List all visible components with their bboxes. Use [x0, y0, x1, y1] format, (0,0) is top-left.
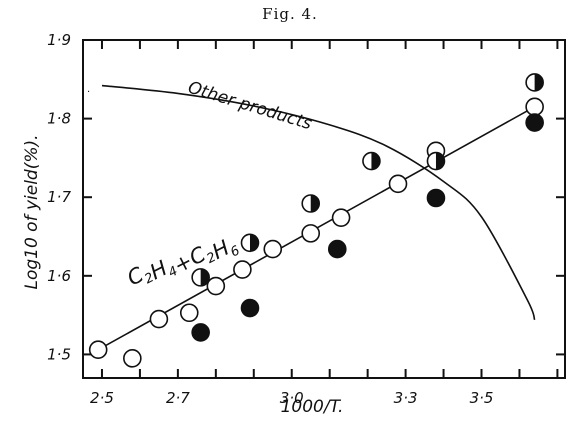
half-point-2 [301, 194, 321, 213]
filled-point-0 [191, 323, 210, 342]
half-point-0 [191, 268, 210, 287]
x-tick-label-2: 3·0 [280, 389, 304, 407]
x-tick-label-3: 3·3 [394, 389, 418, 407]
x-tick-label-0: 2·5 [90, 389, 114, 407]
fit-lines [97, 84, 536, 351]
axis-tick-labels: 2·5 2·7 3·0 3·3 3·5 1·5 1·6 1·7 1·8 1·9 [47, 31, 493, 407]
half-point-3 [362, 151, 381, 171]
filled-point-3 [426, 188, 446, 208]
other-products-label: Other products [186, 78, 315, 135]
open-point-0 [88, 340, 108, 360]
open-point-11 [525, 97, 544, 117]
half-point-5 [525, 73, 544, 92]
plot-frame [82, 39, 566, 379]
half-point-1 [240, 233, 260, 253]
open-point-5 [233, 260, 252, 279]
open-point-7 [301, 224, 321, 243]
open-point-3 [179, 303, 199, 323]
open-point-6 [263, 239, 283, 259]
y-tick-label-3: 1·8 [47, 110, 71, 128]
x-tick-label-4: 3·5 [470, 389, 494, 407]
other-products-curve [101, 84, 536, 321]
y-tick-label-4: 1·9 [47, 31, 71, 49]
y-tick-label-1: 1·6 [47, 267, 71, 285]
y-tick-label-2: 1·7 [47, 188, 71, 206]
open-point-1 [123, 349, 142, 368]
half-point-4 [426, 151, 446, 171]
figure-title: Fig. 4. [262, 5, 318, 23]
open-point-4 [206, 276, 226, 296]
x-tick-label-1: 2·7 [166, 389, 190, 407]
ethylene-ethane-label: C2H4+C2H6 [123, 218, 242, 307]
stray-dot: · [87, 87, 90, 98]
filled-point-1 [240, 298, 260, 318]
y-axis-label: Log10 of yield(%). [22, 134, 42, 289]
y-tick-label-0: 1·5 [47, 345, 71, 363]
open-point-2 [149, 309, 169, 329]
axis-ticks [83, 39, 565, 378]
filled-point-2 [327, 239, 347, 259]
open-point-8 [331, 208, 351, 227]
data-points [88, 73, 544, 368]
x-axis-label: 1000/T. [281, 397, 344, 417]
filled-point-4 [525, 113, 544, 132]
open-point-9 [388, 174, 408, 194]
